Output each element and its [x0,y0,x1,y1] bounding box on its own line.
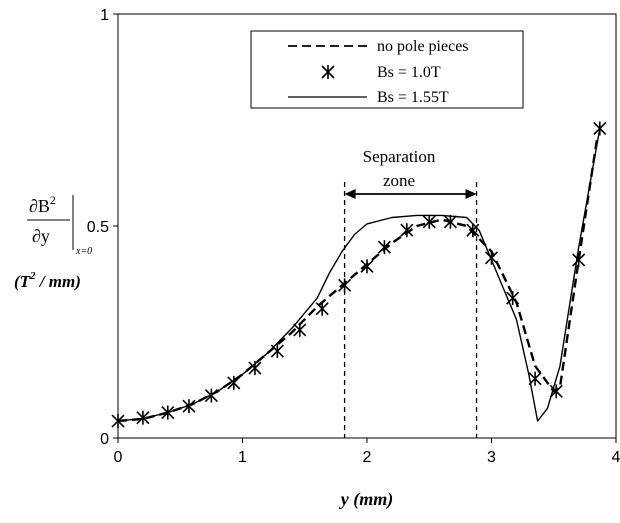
data-point-marker [466,223,480,238]
y-tick-label: 0.5 [87,219,109,236]
legend-label-bs1: Bs = 1.0T [377,64,441,81]
legend-swatch-bs1 [321,65,335,79]
legend-label-bs155: Bs = 1.55T [377,89,449,106]
data-point-marker [572,252,586,267]
data-point-marker [400,223,414,238]
zone-label-line1: Separation [363,147,436,166]
data-point-marker [549,384,563,399]
x-axis: 0 1 2 3 4 [114,438,620,466]
data-point-marker [484,250,499,265]
zone-arrow-left-head [344,189,356,199]
data-point-marker [338,278,352,293]
data-point-marker [293,322,307,337]
data-point-marker [227,375,241,390]
y-label-subscript: x=0 [75,246,92,257]
y-label-numerator: ∂B2 [29,193,56,216]
legend-label-no-pole: no pole pieces [377,38,469,55]
y-tick-label: 1 [100,7,109,24]
legend: no pole pieces Bs = 1.0T Bs = 1.55T [250,30,524,109]
data-point-marker [593,121,607,136]
x-tick-label: 2 [363,449,372,466]
y-axis: 00.51 [87,7,118,448]
zone-label-line2: zone [383,171,415,190]
data-point-marker [204,388,218,403]
data-point-marker [443,214,457,229]
y-axis-label: ∂B2 ∂y x=0 (T2 / mm) [14,193,92,291]
legend-box [250,30,524,109]
y-label-denominator: ∂y [32,226,50,246]
data-point-marker [360,259,374,274]
data-point-marker [111,414,125,429]
zone-arrow-right-head [465,189,477,199]
y-tick-label: 0 [100,431,109,448]
series-layer [111,121,607,429]
data-point-marker [315,301,329,316]
y-label-unit: (T2 / mm) [14,270,81,291]
series-bs-1-0t [111,121,607,429]
data-point-marker [182,399,196,414]
data-point-marker [377,240,391,255]
x-tick-label: 4 [612,449,620,466]
series-bs-1-55t-line [117,128,601,422]
data-point-marker [136,410,150,425]
data-point-marker [528,371,542,386]
x-tick-label: 0 [114,449,123,466]
x-axis-label: y (mm) [339,489,393,510]
separation-zone-annotation: Separation zone [343,147,478,438]
x-tick-label: 1 [238,449,247,466]
x-tick-label: 3 [487,449,496,466]
data-point-marker [422,214,436,229]
